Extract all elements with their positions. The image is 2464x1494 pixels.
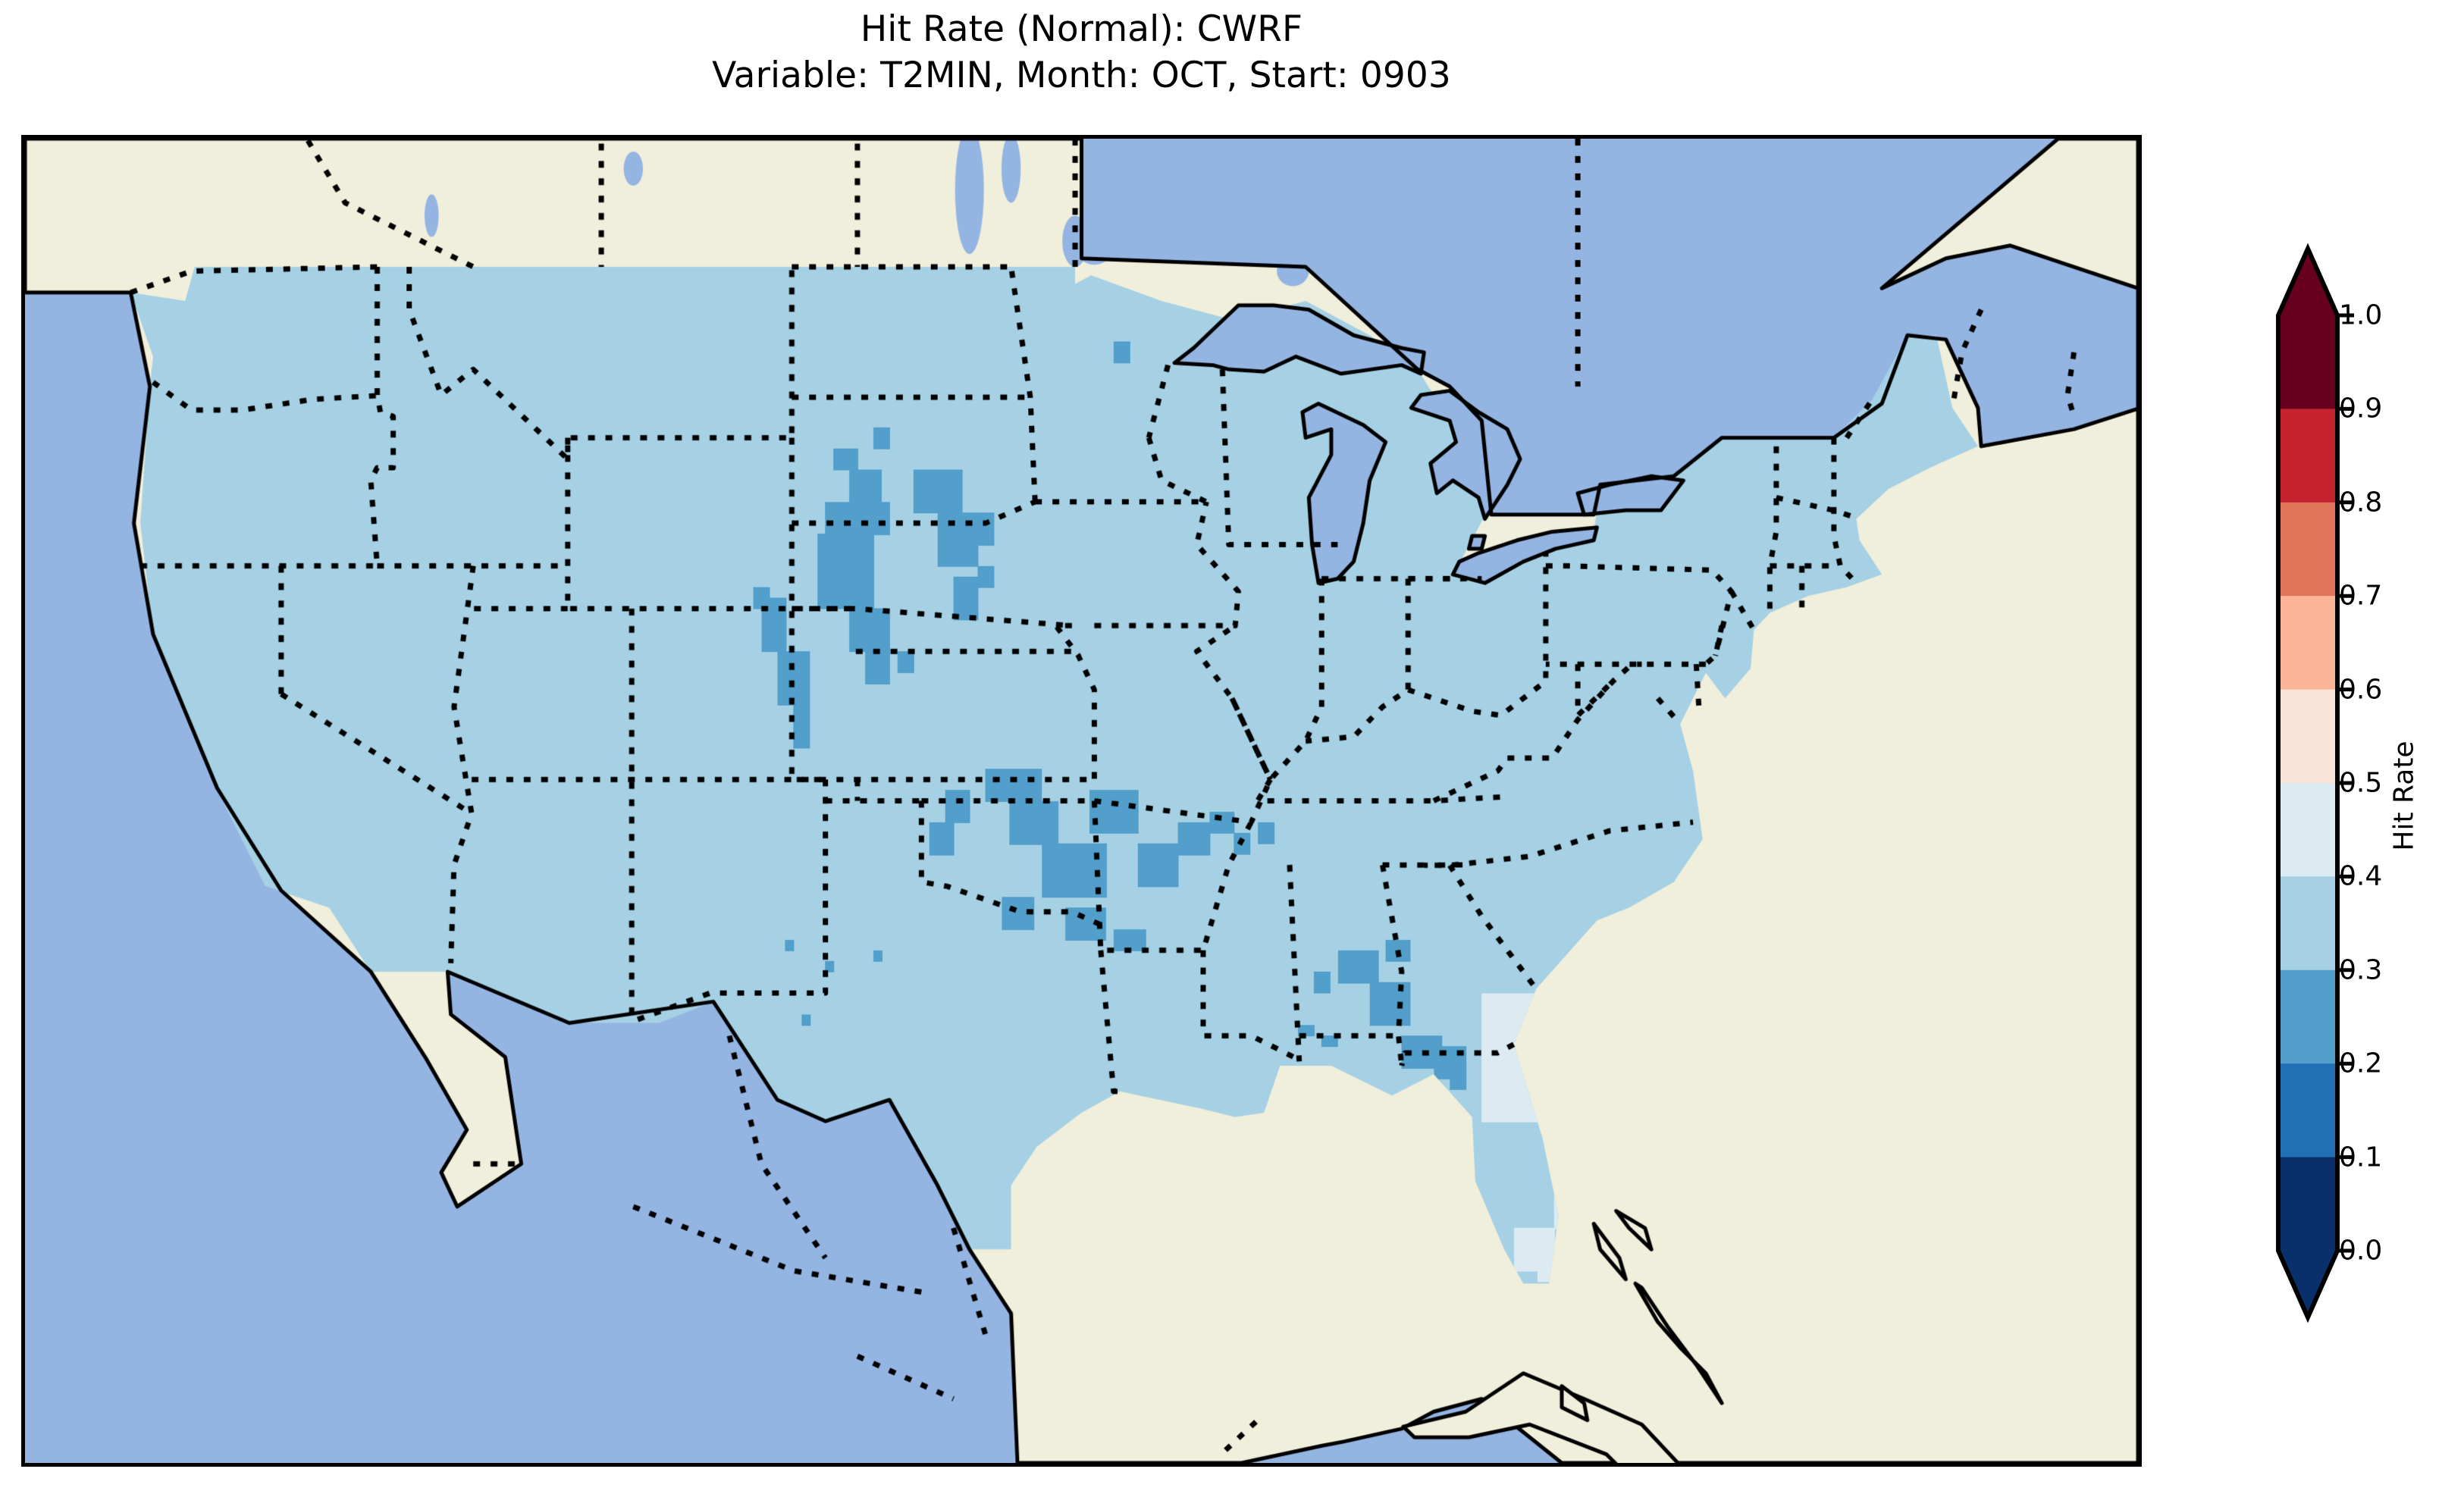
- colorbar-bin: [2278, 596, 2337, 691]
- colorbar-bin: [2278, 1157, 2337, 1251]
- colorbar-bin: [2278, 409, 2337, 503]
- colorbar-tick-label: 0.1: [2339, 1142, 2383, 1173]
- colorbar-swatches: [2276, 243, 2354, 1323]
- colorbar-tick-label: 0.9: [2339, 393, 2383, 424]
- colorbar-tick-label: 0.7: [2339, 580, 2383, 612]
- colorbar-body: [2267, 243, 2464, 1349]
- colorbar-tick-label: 0.2: [2339, 1048, 2383, 1079]
- colorbar-bin: [2278, 969, 2337, 1064]
- colorbar-tick-label: 0.4: [2339, 860, 2383, 892]
- map-axes: [21, 135, 2142, 1467]
- colorbar-bin: [2278, 1063, 2337, 1158]
- colorbar-tick-label: 0.0: [2339, 1235, 2383, 1267]
- colorbar-tick-label: 1.0: [2339, 299, 2383, 331]
- colorbar-tick-label: 0.6: [2339, 674, 2383, 706]
- colorbar-bin: [2278, 783, 2337, 877]
- colorbar-tick-label: 0.3: [2339, 954, 2383, 986]
- chart-title: Hit Rate (Normal): CWRF Variable: T2MIN,…: [0, 6, 2163, 99]
- colorbar-axis-label: Hit Rate: [2388, 741, 2420, 851]
- colorbar-tick-label: 0.8: [2339, 487, 2383, 518]
- colorbar: Hit Rate 1.0 0.9 0.8 0.7 0.6 0.5 0.4 0.3 0.2 0.1 0…: [2256, 243, 2464, 1349]
- colorbar-bin: [2278, 315, 2337, 409]
- colorbar-tick-label: 0.5: [2339, 767, 2383, 799]
- colorbar-bin: [2278, 876, 2337, 971]
- title-line-1: Hit Rate (Normal): CWRF: [860, 8, 1303, 50]
- hit-rate-heatmap: [25, 139, 2138, 1463]
- title-line-2: Variable: T2MIN, Month: OCT, Start: 0903: [712, 55, 1451, 97]
- colorbar-extend-low: [2278, 1251, 2337, 1317]
- colorbar-extend-high: [2278, 249, 2337, 315]
- colorbar-bin: [2278, 502, 2337, 597]
- colorbar-bin: [2278, 689, 2337, 784]
